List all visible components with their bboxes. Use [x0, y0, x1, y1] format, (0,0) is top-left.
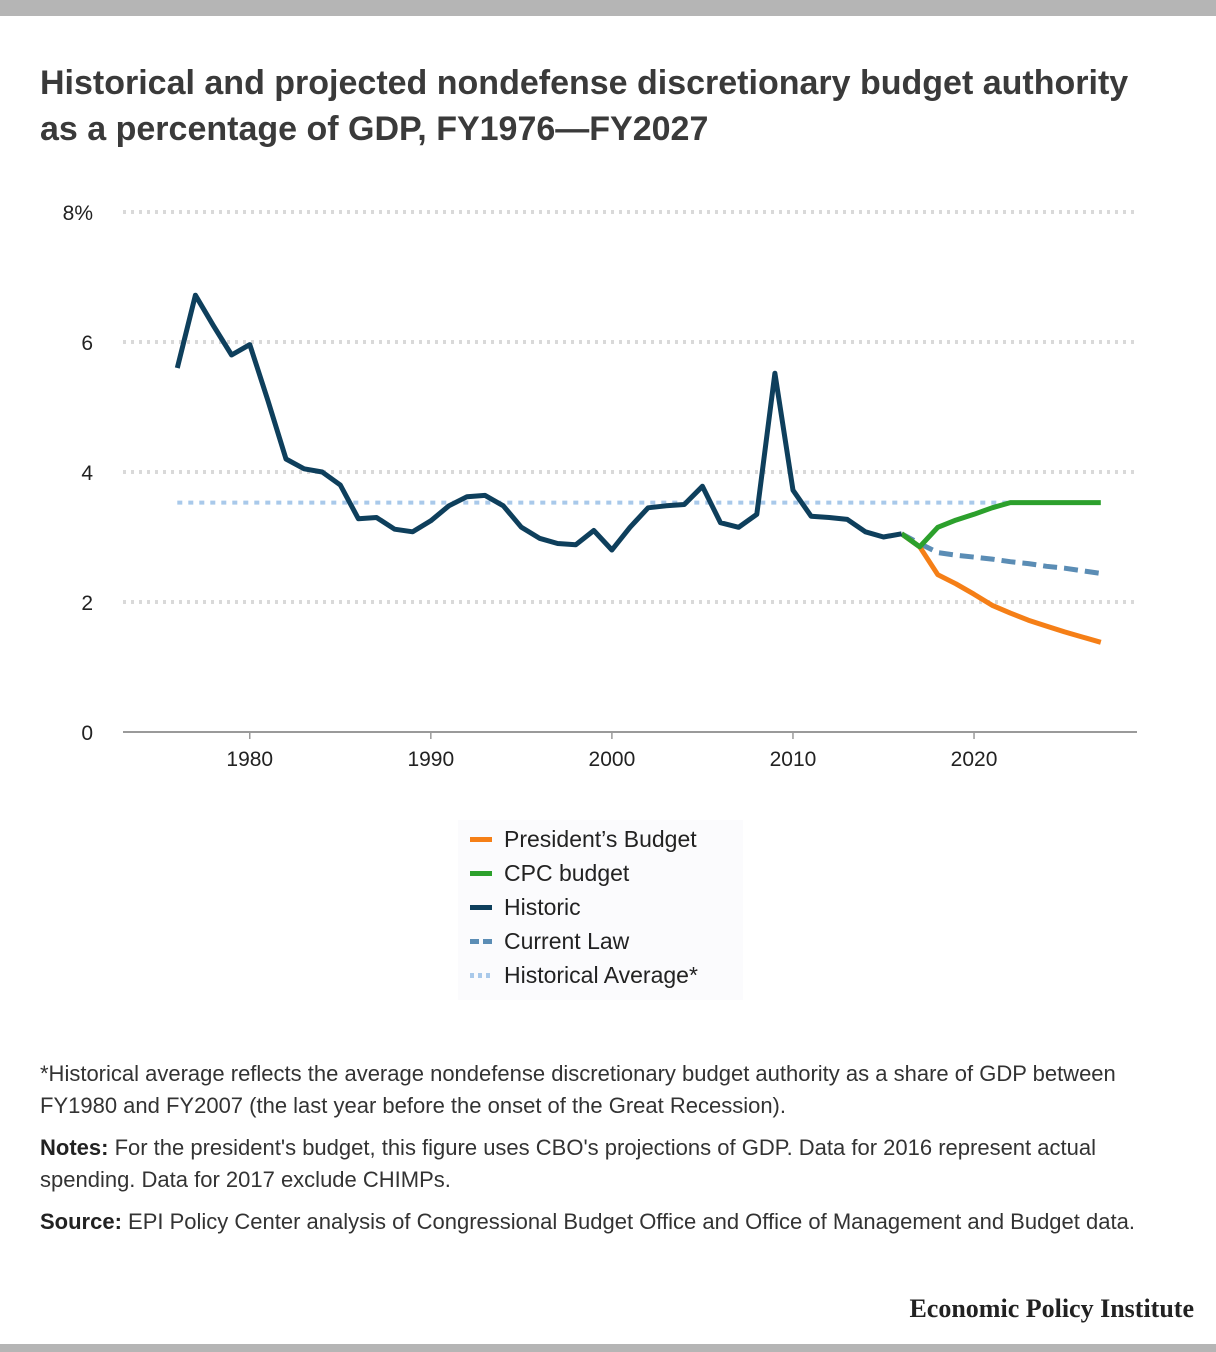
legend-item-historical-average: Historical Average* [470, 958, 698, 992]
notes-paragraph: Notes: For the president's budget, this … [40, 1132, 1180, 1196]
brand-logo: Economic Policy Institute [909, 1294, 1194, 1323]
legend-item-historic: Historic [470, 890, 581, 924]
chart-title: Historical and projected nondefense disc… [40, 64, 1129, 148]
legend-swatch-historical-average [470, 972, 492, 978]
x-tick-label: 2020 [951, 748, 998, 771]
line-chart: 0 2 4 6 8% 1980 1990 2000 2010 2020 [63, 202, 1137, 771]
x-tick-label: 2000 [589, 748, 636, 771]
y-tick-label: 4 [81, 462, 93, 485]
legend-swatch-historic [470, 904, 492, 910]
legend-item-presidents-budget: President’s Budget [470, 822, 697, 856]
y-tick-label: 8% [63, 202, 93, 225]
source-label: Source: [40, 1209, 122, 1234]
y-tick-label: 0 [81, 722, 93, 745]
source-text: EPI Policy Center analysis of Congressio… [121, 1209, 1135, 1234]
series-line-presidents-budget [900, 531, 1102, 645]
y-tick-label: 2 [81, 592, 93, 615]
notes-label: Notes: [40, 1135, 109, 1160]
x-tick-label: 1980 [226, 748, 273, 771]
series-lines [174, 292, 1102, 645]
gridlines [123, 210, 1137, 604]
legend-swatch-cpc-budget [470, 870, 492, 876]
legend-label-cpc-budget: CPC budget [504, 859, 630, 886]
y-tick-label: 6 [81, 332, 93, 355]
series-line-cpc-budget [900, 500, 1101, 550]
footnotes: *Historical average reflects the average… [40, 1058, 1180, 1248]
legend-item-cpc-budget: CPC budget [470, 856, 629, 890]
bottom-border [0, 1344, 1216, 1352]
axes: 0 2 4 6 8% 1980 1990 2000 2010 2020 [63, 202, 1137, 771]
legend-label-current-law: Current Law [504, 927, 630, 954]
legend-label-historical-average: Historical Average* [504, 961, 698, 988]
legend-swatch-current-law [470, 938, 492, 944]
legend: President’s Budget CPC budget Historic C… [458, 820, 743, 1000]
source-paragraph: Source: EPI Policy Center analysis of Co… [40, 1206, 1180, 1238]
notes-text: For the president's budget, this figure … [40, 1135, 1096, 1192]
legend-label-historic: Historic [504, 893, 581, 920]
series-line-historic [174, 292, 903, 553]
legend-label-presidents-budget: President’s Budget [504, 825, 697, 852]
series-line-current-law [900, 531, 1102, 576]
x-tick-label: 1990 [407, 748, 454, 771]
top-border [0, 0, 1216, 16]
historical-average-note: *Historical average reflects the average… [40, 1061, 1116, 1118]
x-tick-label: 2010 [770, 748, 817, 771]
legend-swatch-presidents-budget [470, 836, 492, 842]
legend-item-current-law: Current Law [470, 924, 629, 958]
